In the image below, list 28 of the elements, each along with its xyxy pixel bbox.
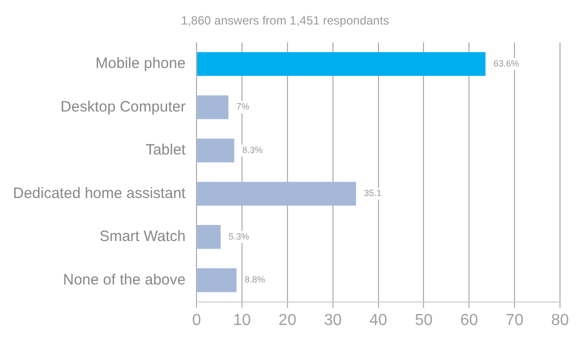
x-tick-label: 60 — [460, 312, 478, 329]
data-label: 5.3% — [228, 231, 250, 242]
data-label: 63.6% — [494, 58, 520, 68]
bar — [197, 138, 234, 162]
x-tick-label: 40 — [369, 312, 388, 329]
bar — [197, 52, 486, 76]
x-tick-label: 80 — [551, 312, 569, 329]
data-label: 8.8% — [244, 274, 266, 285]
bar — [197, 268, 237, 292]
data-label: 7% — [236, 102, 250, 112]
x-tick-label: 70 — [506, 312, 524, 329]
y-tick-label: None of the above — [63, 271, 186, 288]
data-label: 8.3% — [242, 144, 263, 155]
x-tick-label: 50 — [414, 312, 433, 329]
x-tick-label: 30 — [324, 312, 342, 329]
bar — [197, 225, 221, 249]
y-tick-label: Desktop Computer — [60, 98, 186, 116]
data-label: 35.1 — [364, 188, 382, 198]
bar — [197, 95, 228, 120]
y-tick-label: Mobile phone — [96, 55, 186, 72]
x-tick-label: 0 — [192, 312, 202, 329]
bar — [197, 182, 356, 206]
chart-title: 1,860 answers from 1,451 respondants — [180, 14, 390, 28]
y-tick-label: Dedicated home assistant — [12, 184, 186, 202]
x-tick-label: 20 — [278, 312, 296, 329]
y-tick-label: Tablet — [146, 142, 186, 159]
y-tick-label: Smart Watch — [99, 228, 186, 246]
x-tick-label: 10 — [233, 312, 252, 329]
